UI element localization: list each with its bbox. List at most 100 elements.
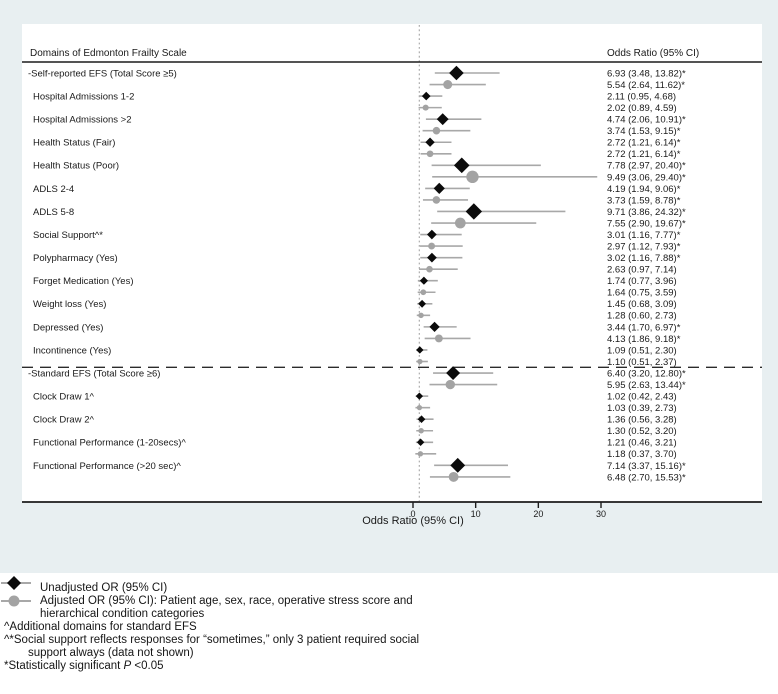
adjusted-marker — [466, 170, 479, 184]
domain-label: Forget Medication (Yes) — [33, 276, 134, 287]
unadjusted-marker — [427, 252, 437, 263]
adjusted-marker — [432, 126, 441, 135]
or-value: 1.36 (0.56, 3.28) — [607, 415, 677, 426]
adjusted-marker — [428, 242, 436, 250]
or-value: 5.54 (2.64, 11.62)* — [607, 80, 685, 91]
or-value: 6.40 (3.20, 12.80)* — [607, 368, 686, 379]
domain-label: Clock Draw 2^ — [33, 415, 94, 426]
or-value: 2.02 (0.89, 4.59) — [607, 103, 677, 114]
footnote-significance-post: <0.05 — [131, 660, 164, 672]
adjusted-marker — [426, 150, 434, 158]
or-value: 1.03 (0.39, 2.73) — [607, 403, 677, 414]
unadjusted-marker — [453, 157, 470, 174]
domain-label: Hospital Admissions >2 — [33, 115, 131, 126]
or-value: 1.30 (0.52, 3.20) — [607, 426, 677, 437]
domain-label: Social Support^* — [33, 230, 103, 241]
domain-label: Incontinence (Yes) — [33, 345, 111, 356]
or-value: 5.95 (2.63, 13.44)* — [607, 380, 686, 391]
or-value: 4.13 (1.86, 9.18)* — [607, 334, 681, 345]
legend-markers — [1, 576, 31, 607]
unadjusted-marker — [421, 91, 431, 101]
or-value: 1.45 (0.68, 3.09) — [607, 299, 677, 310]
unadjusted-marker — [433, 182, 445, 194]
domain-label: ADLS 2-4 — [33, 184, 74, 195]
or-value: 7.78 (2.97, 20.40)* — [607, 161, 686, 172]
adjusted-marker — [418, 312, 424, 319]
or-value: 2.11 (0.95, 4.68) — [607, 91, 676, 102]
or-value: 1.28 (0.60, 2.73) — [607, 311, 677, 322]
adjusted-marker — [417, 451, 424, 457]
adjusted-marker — [434, 334, 443, 343]
footnote-significance-p: P — [123, 660, 132, 672]
footnote-social-support-line1: ^*Social support reflects responses for … — [4, 634, 420, 646]
domains-column-header: Domains of Edmonton Frailty Scale — [30, 48, 187, 59]
or-value: 3.44 (1.70, 6.97)* — [607, 322, 681, 333]
adjusted-marker — [417, 358, 423, 365]
or-value: 4.19 (1.94, 9.06)* — [607, 184, 681, 195]
or-value: 2.97 (1.12, 7.93)* — [607, 242, 681, 253]
domain-label: Health Status (Fair) — [33, 138, 115, 149]
unadjusted-marker — [418, 299, 426, 308]
unadjusted-marker — [419, 276, 428, 285]
unadjusted-marker — [425, 137, 435, 147]
unadjusted-marker — [416, 438, 425, 447]
domain-label: Weight loss (Yes) — [33, 299, 106, 310]
domain-label: ADLS 5-8 — [33, 207, 74, 218]
adjusted-marker — [416, 405, 423, 411]
or-value: 6.48 (2.70, 15.53)* — [607, 472, 686, 483]
x-tick-label: 0 — [410, 509, 415, 519]
domain-label: Depressed (Yes) — [33, 322, 103, 333]
adjusted-marker — [445, 379, 455, 390]
footnote-significance-pre: *Statistically significant — [4, 660, 124, 672]
x-tick-label: 30 — [596, 509, 606, 519]
footnote-additional-domains: ^Additional domains for standard EFS — [4, 621, 197, 633]
or-value: 1.74 (0.77, 3.96) — [607, 276, 677, 287]
unadjusted-marker — [429, 321, 440, 333]
or-value: 2.72 (1.21, 6.14)* — [607, 149, 681, 160]
unadjusted-diamond-icon — [7, 576, 21, 590]
or-value: 9.49 (3.06, 29.40)* — [607, 172, 686, 183]
unadjusted-marker — [449, 65, 464, 81]
or-value: 7.55 (2.90, 19.67)* — [607, 218, 686, 229]
legend-area: Unadjusted OR (95% CI) Adjusted OR (95% … — [0, 573, 778, 694]
unadjusted-marker — [446, 366, 461, 381]
or-value: 6.93 (3.48, 13.82)* — [607, 68, 686, 79]
adjusted-marker — [420, 289, 427, 296]
unadjusted-marker — [416, 346, 424, 354]
or-value: 3.73 (1.59, 8.78)* — [607, 195, 681, 206]
domain-label: Health Status (Poor) — [33, 161, 119, 172]
or-value: 4.74 (2.06, 10.91)* — [607, 115, 686, 126]
or-value: 2.72 (1.21, 6.14)* — [607, 138, 681, 149]
adjusted-marker — [432, 196, 441, 204]
or-value: 1.18 (0.37, 3.70) — [607, 449, 677, 460]
legend-unadjusted-label: Unadjusted OR (95% CI) — [40, 582, 168, 594]
legend-adjusted-label-line2: hierarchical condition categories — [40, 608, 205, 620]
domain-label: Polypharmacy (Yes) — [33, 253, 118, 264]
domain-label: Clock Draw 1^ — [33, 392, 94, 403]
or-value: 3.74 (1.53, 9.15)* — [607, 126, 681, 137]
domain-label: Hospital Admissions 1-2 — [33, 91, 134, 102]
adjusted-marker — [418, 427, 424, 434]
footnote-social-support-line2: support always (data not shown) — [28, 647, 194, 659]
x-tick-label: 20 — [533, 509, 543, 519]
adjusted-marker — [422, 104, 429, 111]
or-value: 7.14 (3.37, 15.16)* — [607, 461, 686, 472]
or-value: 1.10 (0.51, 2.37) — [607, 357, 677, 368]
legend-adjusted-label-line1: Adjusted OR (95% CI): Patient age, sex, … — [40, 595, 413, 607]
adjusted-circle-icon — [8, 595, 20, 607]
plot-panel — [22, 24, 762, 502]
domain-label: Functional Performance (1-20secs)^ — [33, 438, 186, 449]
or-value: 3.02 (1.16, 7.88)* — [607, 253, 681, 264]
or-value: 3.01 (1.16, 7.77)* — [607, 230, 681, 241]
forest-plot-canvas: -Self-reported EFS (Total Score ≥5) 6.93 … — [22, 25, 762, 519]
domain-label: Functional Performance (>20 sec)^ — [33, 461, 181, 472]
or-value: 9.71 (3.86, 24.32)* — [607, 207, 686, 218]
or-value: 2.63 (0.97, 7.14) — [607, 265, 677, 276]
unadjusted-marker — [436, 113, 449, 126]
odds-ratio-column-header: Odds Ratio (95% CI) — [607, 48, 700, 59]
adjusted-marker — [454, 217, 466, 229]
unadjusted-marker — [415, 392, 424, 400]
adjusted-marker — [443, 80, 453, 90]
or-value: 1.09 (0.51, 2.30) — [607, 345, 677, 356]
